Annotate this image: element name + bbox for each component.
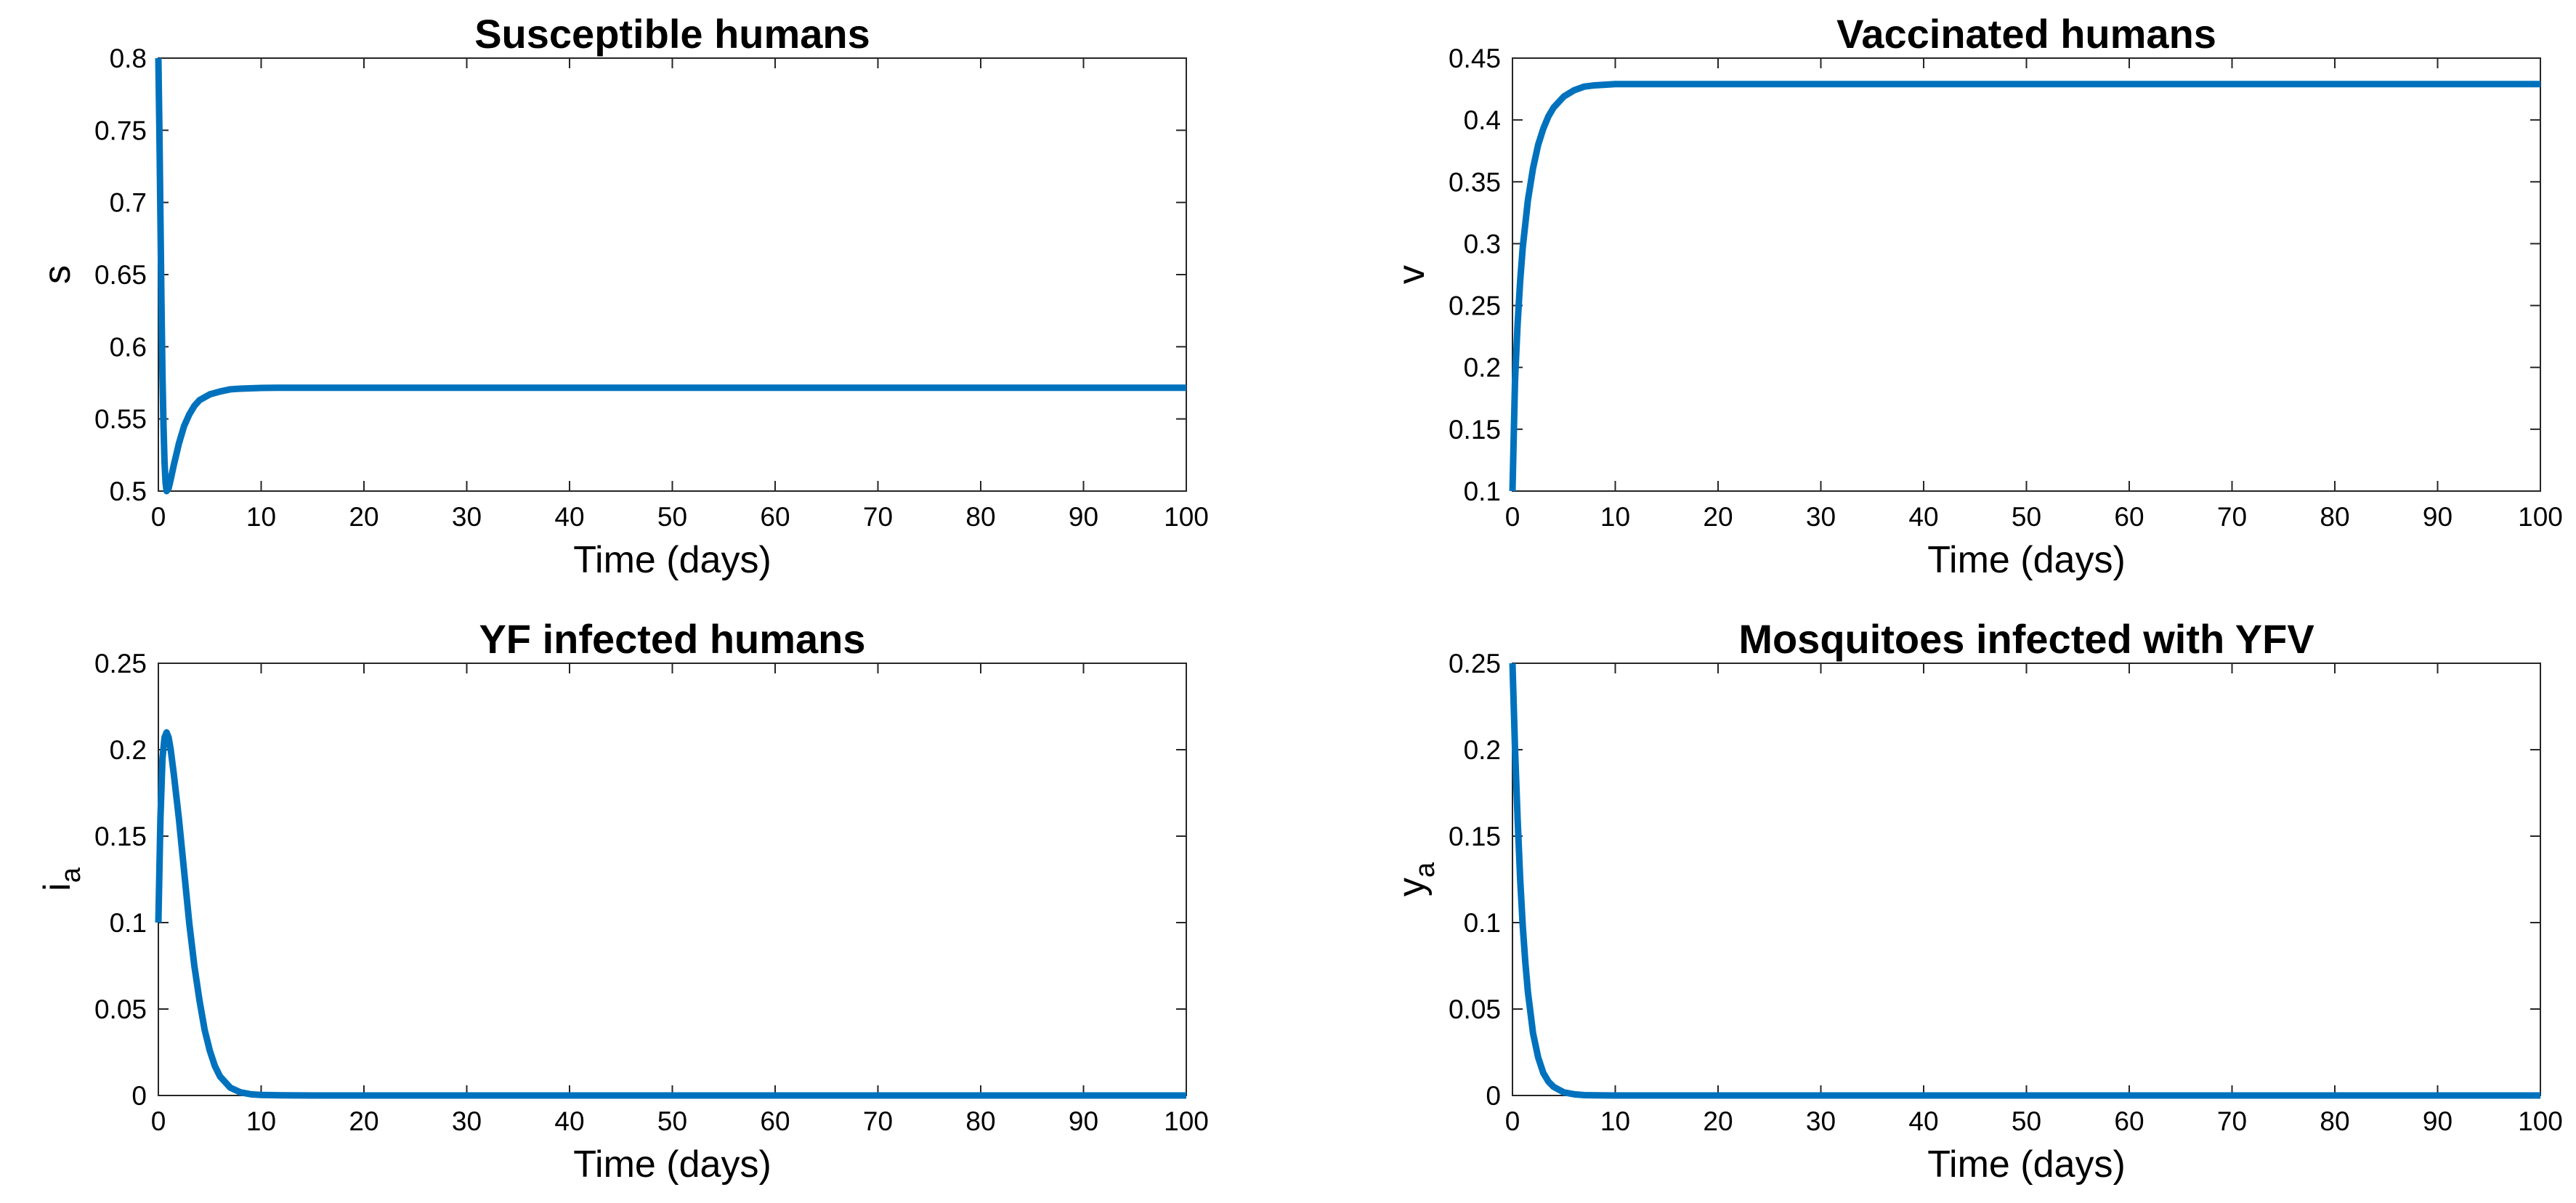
y-tick-label: 0.55 bbox=[94, 405, 147, 434]
x-tick-label: 0 bbox=[1505, 1106, 1520, 1136]
x-tick-label: 30 bbox=[452, 1106, 482, 1136]
y-tick-label: 0.1 bbox=[110, 908, 147, 938]
x-tick-label: 60 bbox=[760, 1106, 790, 1136]
x-tick-label: 40 bbox=[554, 502, 584, 532]
y-tick-label: 0 bbox=[1486, 1081, 1501, 1111]
y-tick-label: 0.15 bbox=[94, 822, 147, 851]
y-axis-label: s bbox=[36, 265, 78, 284]
x-tick-label: 0 bbox=[1505, 502, 1520, 532]
x-tick-label: 80 bbox=[965, 502, 995, 532]
x-tick-label: 70 bbox=[2217, 1106, 2247, 1136]
y-tick-label: 0.2 bbox=[1464, 735, 1501, 765]
x-tick-label: 10 bbox=[246, 502, 276, 532]
y-axis-label: ya bbox=[1390, 862, 1441, 896]
chart-title: YF infected humans bbox=[479, 616, 865, 662]
series-line-1 bbox=[1509, 663, 2540, 1099]
series-line-1 bbox=[1509, 81, 2540, 492]
y-tick-label: 0.35 bbox=[1449, 167, 1501, 197]
x-tick-label: 100 bbox=[2518, 502, 2563, 532]
x-axis-label: Time (days) bbox=[1927, 1143, 2126, 1186]
y-tick-label: 0.3 bbox=[1464, 229, 1501, 259]
x-tick-label: 60 bbox=[2114, 502, 2144, 532]
x-tick-label: 10 bbox=[1600, 1106, 1630, 1136]
y-tick-label: 0.25 bbox=[1449, 649, 1501, 679]
x-tick-label: 20 bbox=[349, 502, 378, 532]
x-tick-label: 20 bbox=[1703, 502, 1733, 532]
y-tick-label: 0.25 bbox=[1449, 291, 1501, 321]
chart-panel-1: 0 10 20 30 40 50 60 70 80 90 100 0.5 0.55 0.6 0.65 0.7 0… bbox=[36, 11, 1209, 581]
plot-area bbox=[158, 57, 1187, 492]
x-tick-label: 90 bbox=[1069, 1106, 1098, 1136]
x-tick-label: 40 bbox=[1908, 1106, 1938, 1136]
chart-title: Vaccinated humans bbox=[1836, 11, 2216, 57]
x-tick-label: 0 bbox=[151, 502, 166, 532]
y-tick-label: 0.45 bbox=[1449, 44, 1501, 73]
chart-panel-2: 0 10 20 30 40 50 60 70 80 90 100 0.1 0.15 0.2 0.25 0.3 0… bbox=[1390, 11, 2563, 581]
y-tick-label: 0.25 bbox=[94, 649, 147, 679]
x-tick-label: 60 bbox=[2114, 1106, 2144, 1136]
x-tick-label: 100 bbox=[2518, 1106, 2563, 1136]
x-tick-label: 10 bbox=[1600, 502, 1630, 532]
chart-title: Mosquitoes infected with YFV bbox=[1738, 616, 2314, 662]
x-tick-label: 20 bbox=[349, 1106, 378, 1136]
x-tick-label: 70 bbox=[863, 1106, 893, 1136]
x-tick-label: 50 bbox=[657, 502, 687, 532]
x-tick-label: 50 bbox=[657, 1106, 687, 1136]
x-tick-label: 60 bbox=[760, 502, 790, 532]
y-tick-label: 0.2 bbox=[1464, 353, 1501, 383]
x-tick-label: 90 bbox=[2423, 1106, 2453, 1136]
series-line-1 bbox=[155, 57, 1186, 495]
x-axis-label: Time (days) bbox=[573, 539, 771, 581]
x-tick-label: 30 bbox=[1806, 1106, 1836, 1136]
y-tick-label: 0.1 bbox=[1464, 477, 1501, 506]
y-tick-label: 0.1 bbox=[1464, 908, 1501, 938]
y-tick-label: 0.05 bbox=[94, 995, 147, 1024]
y-tick-label: 0.4 bbox=[1464, 105, 1501, 135]
x-tick-label: 90 bbox=[1069, 502, 1098, 532]
x-axis-label: Time (days) bbox=[1927, 539, 2126, 581]
y-tick-label: 0 bbox=[131, 1081, 147, 1111]
chart-title: Susceptible humans bbox=[474, 11, 870, 57]
y-tick-label: 0.05 bbox=[1449, 995, 1501, 1024]
x-tick-label: 100 bbox=[1164, 502, 1209, 532]
x-tick-label: 80 bbox=[965, 1106, 995, 1136]
x-tick-label: 40 bbox=[1908, 502, 1938, 532]
chart-panel-4: 0 10 20 30 40 50 60 70 80 90 100 0 0.05 0.1 0.15 0.2 0.2… bbox=[1390, 616, 2563, 1186]
y-tick-label: 0.6 bbox=[110, 332, 147, 362]
y-tick-label: 0.8 bbox=[110, 44, 147, 73]
x-tick-label: 80 bbox=[2320, 502, 2349, 532]
x-axis-label: Time (days) bbox=[573, 1143, 771, 1186]
y-tick-label: 0.75 bbox=[94, 116, 147, 145]
plot-area bbox=[158, 663, 1187, 1096]
y-tick-label: 0.15 bbox=[1449, 822, 1501, 851]
x-tick-label: 30 bbox=[452, 502, 482, 532]
y-tick-label: 0.65 bbox=[94, 260, 147, 290]
x-tick-label: 70 bbox=[2217, 502, 2247, 532]
series-line-1 bbox=[155, 729, 1186, 1099]
x-tick-label: 0 bbox=[151, 1106, 166, 1136]
x-tick-label: 20 bbox=[1703, 1106, 1733, 1136]
y-axis-label: v bbox=[1390, 265, 1433, 284]
x-tick-label: 80 bbox=[2320, 1106, 2349, 1136]
plot-area bbox=[1512, 57, 2541, 492]
x-tick-label: 10 bbox=[246, 1106, 276, 1136]
y-tick-label: 0.15 bbox=[1449, 415, 1501, 445]
y-tick-label: 0.5 bbox=[110, 477, 147, 506]
y-tick-label: 0.2 bbox=[110, 735, 147, 765]
x-tick-label: 50 bbox=[2012, 502, 2041, 532]
chart-panel-3: 0 10 20 30 40 50 60 70 80 90 100 0 0.05 0.1 0.15 0.2 0.2… bbox=[36, 616, 1209, 1186]
x-tick-label: 50 bbox=[2012, 1106, 2041, 1136]
y-axis-label: ia bbox=[36, 867, 86, 891]
x-tick-label: 70 bbox=[863, 502, 893, 532]
x-tick-label: 30 bbox=[1806, 502, 1836, 532]
y-tick-label: 0.7 bbox=[110, 188, 147, 218]
x-tick-label: 90 bbox=[2423, 502, 2453, 532]
plot-area bbox=[1512, 663, 2541, 1096]
x-tick-label: 40 bbox=[554, 1106, 584, 1136]
x-tick-label: 100 bbox=[1164, 1106, 1209, 1136]
